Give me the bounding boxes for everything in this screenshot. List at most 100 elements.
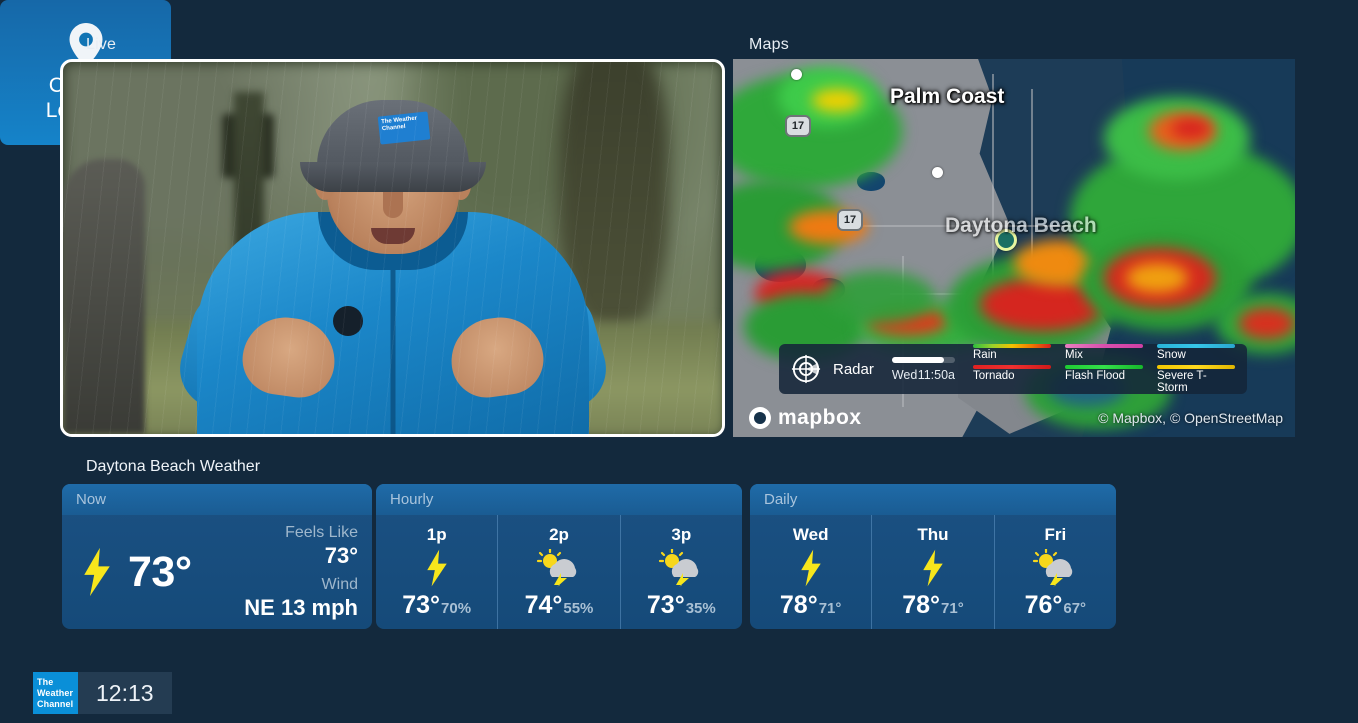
lightning-icon [426,549,447,586]
legend-item-mix: Mix [1065,344,1143,361]
lightning-icon [84,547,110,597]
live-video-tile[interactable]: The Weather Channel [60,59,725,437]
daily-icon-slot [798,549,824,587]
hourly-card-body: 1p 73° 70% 2p [376,515,742,629]
daily-card[interactable]: Daily Wed 78° 71° Thu [750,484,1116,629]
map-road [991,74,994,309]
daily-icon-slot [920,549,946,587]
legend-label-mix: Mix [1065,349,1083,361]
mapbox-mark-icon [749,406,771,429]
daily-low: 71° [818,599,842,617]
map-attribution-text: © Mapbox, © OpenStreetMap [1098,409,1283,426]
location-pin-icon [69,22,102,67]
hourly-icon-slot [536,548,582,587]
daily-values: 76° 67° [1025,591,1087,620]
now-details: Feels Like 73° Wind NE 13 mph [244,523,358,621]
radar-label: Radar [833,360,874,378]
daily-item[interactable]: Wed 78° 71° [750,515,871,629]
lightning-icon [923,549,943,586]
hourly-precip: 35% [685,599,716,617]
daily-card-body: Wed 78° 71° Thu [750,515,1116,629]
feels-like-label: Feels Like [285,524,358,541]
legend-label-flash-flood: Flash Flood [1065,370,1126,382]
legend-column-2: Mix Flash Flood [1065,344,1143,394]
radar-cell-green [822,270,936,324]
hourly-values: 73° 35% [647,591,716,620]
legend-column-1: Rain Tornado [973,344,1051,394]
reporter-microphone [332,306,363,336]
daily-low: 71° [941,599,964,617]
hourly-time: 3p [671,524,692,544]
mapbox-logo[interactable]: mapbox [749,406,862,430]
hourly-time: 1p [426,524,447,544]
daily-item[interactable]: Fri 76° 67° [993,515,1116,629]
now-temperature: 73° [128,547,192,596]
legend-label-rain: Rain [973,349,997,361]
mapbox-wordmark: mapbox [778,405,862,429]
hourly-temp: 73° [646,590,685,619]
hourly-precip: 70% [441,599,472,617]
hourly-icon-slot [658,548,704,587]
weather-section-title: Daytona Beach Weather [86,458,261,475]
legend-label-severe-tstorm: Severe T-Storm [1157,370,1207,394]
hourly-item[interactable]: 2p 74° 55% [497,515,619,629]
legend-label-snow: Snow [1157,349,1186,361]
now-card-body: 73° Feels Like 73° Wind NE 13 mph [62,515,372,629]
wind-label: Wind [321,576,358,593]
daily-low: 67° [1063,599,1087,617]
hourly-item[interactable]: 1p 73° 70% [376,515,497,629]
radar-day-label: Wed [891,367,918,382]
radar-time-slider[interactable]: Wed 11:50a [891,356,955,382]
legend-swatch-flash-flood [1065,365,1143,369]
legend-item-tornado: Tornado [973,365,1051,382]
feels-like-value: 73° [324,543,358,568]
reporter-nose [382,188,403,218]
hourly-temp: 74° [524,590,563,619]
hourly-time: 2p [549,524,569,544]
reporter-jacket-zipper [390,258,395,434]
hourly-values: 73° 70% [402,591,471,620]
daily-day: Thu [917,524,949,544]
highway-shield-17: 17 [837,209,863,231]
legend-swatch-tornado [973,365,1051,369]
legend-swatch-snow [1157,344,1235,348]
now-card[interactable]: Now 73° Feels Like 73° Wind NE 13 mph [62,484,372,629]
map-attribution-bar: mapbox © Mapbox, © OpenStreetMap [733,398,1295,437]
now-primary: 73° [80,547,192,597]
map-lake [856,172,885,192]
legend-item-snow: Snow [1157,344,1235,361]
maps-section-label: Maps [749,36,789,53]
clock: 12:13 [96,679,154,706]
hourly-card-header: Hourly [376,484,742,515]
weather-channel-logo[interactable]: The Weather Channel [33,672,78,714]
daily-values: 78° 71° [902,591,964,620]
radar-icon [791,354,821,384]
legend-swatch-severe-tstorm [1157,365,1235,369]
legend-item-severe-tstorm: Severe T-Storm [1157,365,1235,394]
background-statue [63,158,145,434]
now-card-header: Now [62,484,372,515]
hourly-icon-slot [424,549,450,587]
hourly-card[interactable]: Hourly 1p 73° 70% 2p [376,484,742,629]
slider-track[interactable] [891,356,955,363]
hourly-temp: 73° [402,590,441,619]
radar-legend-bar[interactable]: Radar Wed 11:50a Rain Tornado [779,344,1247,394]
daily-high: 76° [1024,590,1063,619]
map-label-daytona-beach: Daytona Beach [945,214,1097,237]
radar-time-label: 11:50a [917,367,955,382]
radar-legend-grid: Rain Tornado Mix Flash Flood [973,344,1235,394]
sun-cloud-lightning-icon [536,548,577,587]
map-city-dot-palm-coast [932,167,943,178]
daily-item[interactable]: Thu 78° 71° [871,515,993,629]
hourly-item[interactable]: 3p 73° 35% [619,515,742,629]
sun-cloud-lightning-icon [1033,548,1073,587]
legend-item-rain: Rain [973,344,1051,361]
legend-column-3: Snow Severe T-Storm [1157,344,1235,394]
map-road [1030,89,1033,309]
daily-day: Wed [792,524,829,544]
legend-label-tornado: Tornado [973,370,1015,382]
reporter-mouth [370,228,415,244]
logo-line-channel: Channel [37,699,74,709]
cap-weather-channel-logo: The Weather Channel [377,111,430,145]
